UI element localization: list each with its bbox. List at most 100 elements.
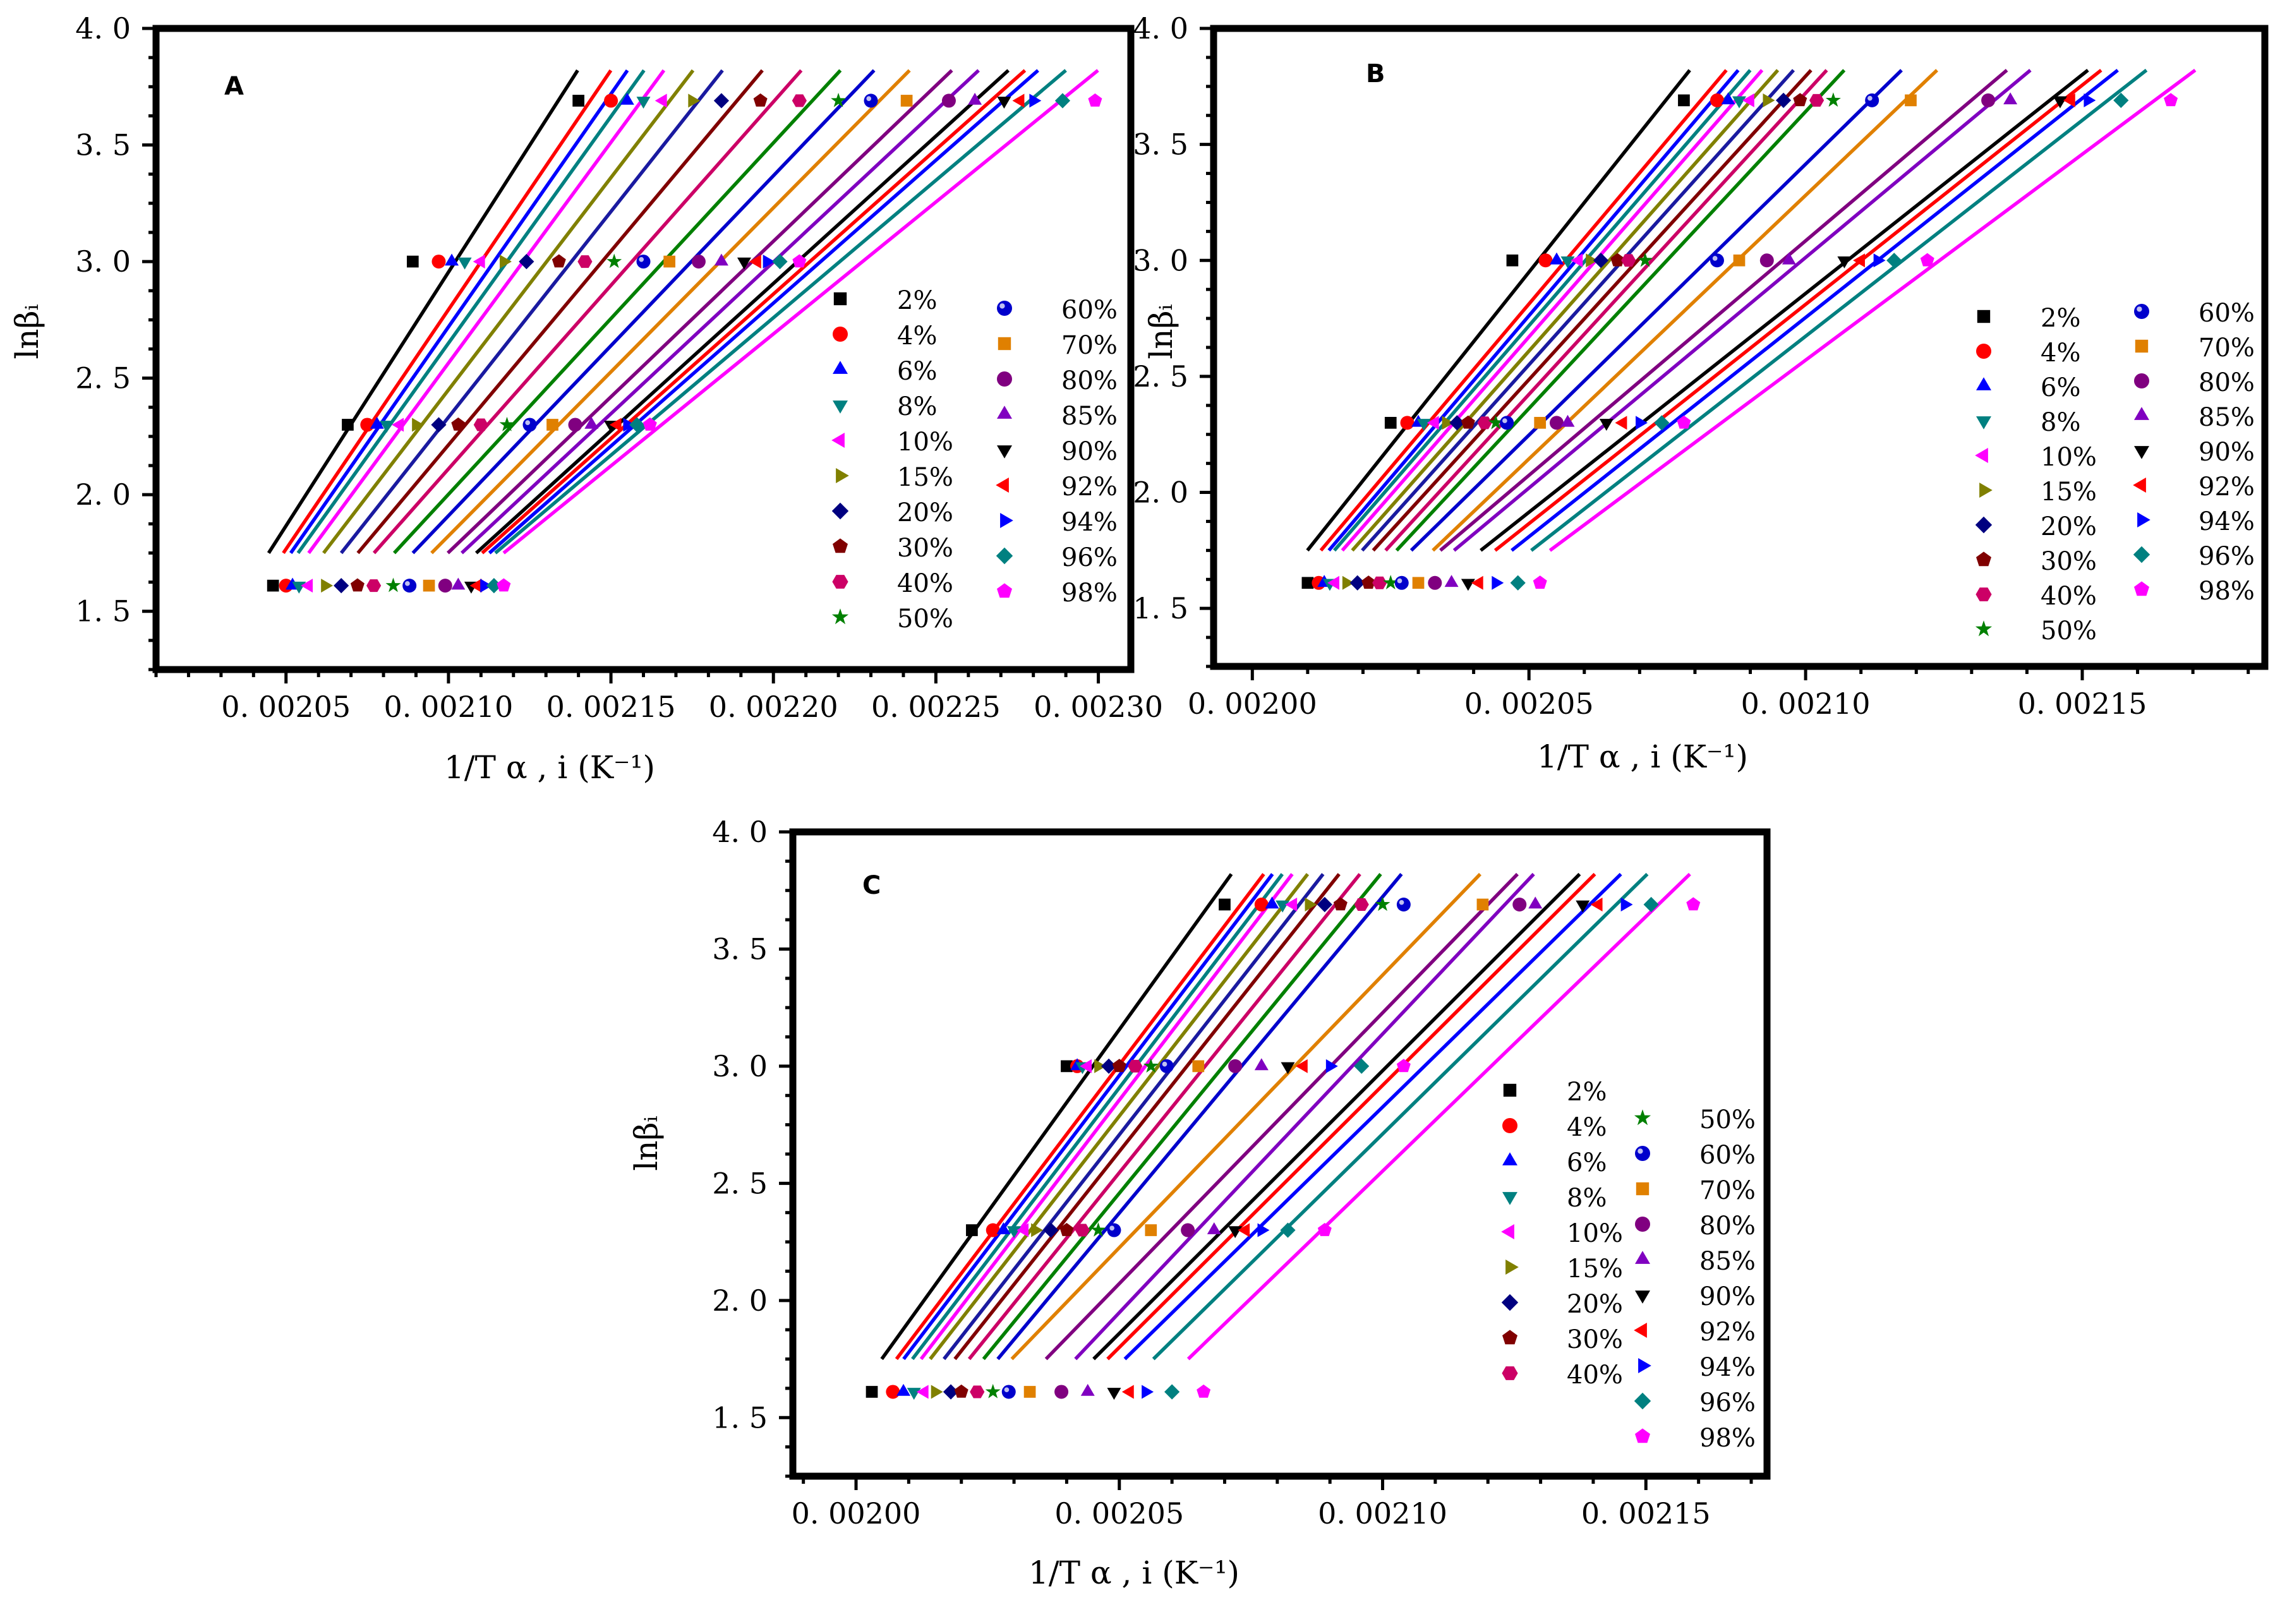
panel-c-point-4pct-3 [1254, 897, 1269, 911]
panel-b-xtick-label: 0. 00200 [1188, 687, 1317, 721]
panel-a-point-40pct-2 [577, 255, 593, 268]
panel-c-point-20pct-2 [1101, 1058, 1117, 1074]
panel-c-xtick-label: 0. 00210 [1318, 1496, 1447, 1531]
panel-a-legend-marker-4pct [833, 327, 848, 342]
panel-c-point-85pct-0 [1080, 1383, 1095, 1396]
panel-c-legend-marker-20pct [1501, 1294, 1519, 1311]
panel-c-legend-marker-90pct [1635, 1290, 1650, 1304]
panel-a-point-98pct-3 [1088, 93, 1102, 107]
panel-b-point-10pct-2 [1571, 253, 1583, 268]
panel-b-point-92pct-1 [1615, 416, 1627, 430]
panel-a-point-96pct-0 [486, 578, 502, 594]
panel-a-frame [152, 25, 1135, 673]
panel-b-legend-marker-40pct [1975, 587, 1992, 601]
panel-a-ytick-label: 1. 5 [75, 594, 131, 629]
panel-b-point-40pct-0 [1372, 576, 1387, 589]
panel-c-point-20pct-3 [1317, 896, 1332, 913]
panel-a-fit-line-30pct [356, 69, 764, 555]
panel-a-fit-line-4pct [282, 69, 613, 555]
panel-b-fit-line-40pct [1384, 69, 1828, 552]
panel-c-point-10pct-0 [916, 1385, 929, 1399]
panel-b-point-2pct-1 [1384, 417, 1397, 429]
panel-a-fit-line-92pct [481, 69, 1027, 555]
panel-c-point-30pct-0 [954, 1384, 968, 1398]
panel-b-point-2pct-2 [1506, 254, 1519, 267]
panel-a-legend-label: 50% [897, 604, 953, 634]
panel-a-legend-marker-92pct [996, 478, 1009, 493]
panel-a-legend-label: 6% [897, 357, 937, 386]
panel-b-point-30pct-0 [1361, 575, 1376, 589]
panel-c-point-90pct-2 [1281, 1062, 1295, 1074]
panel-b-point-92pct-3 [2063, 93, 2075, 107]
panel-c-point-10pct-1 [1016, 1223, 1029, 1237]
panel-b-point-15pct-1 [1442, 416, 1454, 430]
panel-a-legend-label: 15% [897, 463, 953, 492]
panel-a-point-40pct-1 [473, 418, 488, 431]
panel-a-fit-line-2pct [267, 69, 579, 554]
panel-c-legend-label: 92% [1699, 1318, 1756, 1347]
panel-a-legend-marker-10pct [831, 433, 845, 448]
panel-c-point-98pct-3 [1686, 897, 1701, 911]
panel-b-legend-label: 15% [2041, 478, 2097, 507]
panel-a-point-8pct-2 [457, 257, 472, 270]
panel-b-fit-line-4pct [1319, 69, 1728, 552]
panel-b-point-90pct-1 [1599, 419, 1613, 431]
panel-a-legend-label: 80% [1061, 366, 1118, 395]
panel-a-legend-marker-15pct [836, 468, 849, 483]
panel-a-legend-marker-96pct [996, 547, 1013, 565]
panel-c-point-96pct-1 [1280, 1222, 1296, 1238]
panel-c-point-20pct-1 [1043, 1222, 1059, 1238]
panel-a-ytick-label: 3. 0 [75, 244, 131, 279]
panel-c-point-96pct-3 [1643, 896, 1659, 913]
panel-a-legend-marker-30pct [833, 538, 848, 553]
panel-b-point-90pct-0 [1461, 579, 1475, 591]
panel-b-point-70pct-3 [1905, 94, 1917, 107]
panel-c-legend-label: 96% [1699, 1388, 1756, 1417]
panel-c-point-10pct-3 [1285, 897, 1298, 911]
panel-b-ytick-label: 3. 0 [1133, 243, 1188, 277]
panel-c-point-50pct-3 [1375, 896, 1390, 911]
panel-b-legend-label: 20% [2041, 512, 2097, 541]
panel-c-point-6pct-0 [896, 1383, 911, 1396]
panel-a-xtick-label: 0. 00220 [709, 690, 838, 724]
panel-b-point-96pct-1 [1654, 415, 1670, 431]
panel-a-legend-label: 98% [1061, 579, 1118, 608]
panel-c-point-15pct-2 [1094, 1059, 1107, 1073]
panel-c-legend-marker-10pct [1501, 1224, 1514, 1239]
panel-b-ytick-label: 2. 5 [1133, 359, 1188, 394]
panel-b-legend-label: 60% [2199, 299, 2255, 328]
panel-a-legend-label: 8% [897, 392, 937, 421]
panel-c-point-30pct-1 [1059, 1222, 1074, 1236]
panel-b-point-40pct-1 [1477, 416, 1492, 430]
panel-c-point-85pct-1 [1207, 1222, 1221, 1234]
panel-a-point-6pct-1 [370, 416, 384, 429]
panel-b-legend-marker-96pct [2133, 546, 2150, 563]
panel-b-point-70pct-1 [1534, 417, 1547, 429]
panel-a-legend-marker-8pct [833, 400, 848, 414]
panel-c-point-80pct-3 [1512, 897, 1527, 911]
panel-c-fit-line-30pct [953, 873, 1341, 1361]
panel-a-legend-marker-2pct [833, 292, 847, 306]
panel-b-fit-line-15pct [1351, 69, 1780, 552]
panel-b-point-98pct-3 [2164, 93, 2178, 107]
panel-a-xtick-label: 0. 00230 [1034, 690, 1163, 724]
panel-b-point-94pct-2 [1873, 253, 1886, 268]
panel-a-point-2pct-3 [572, 95, 584, 107]
panel-a-point-96pct-1 [629, 417, 645, 433]
panel-a-point-94pct-3 [1029, 93, 1042, 108]
panel-b-point-10pct-1 [1427, 416, 1439, 430]
panel-b-legend-marker-50pct [1975, 620, 1993, 637]
panel-b-legend-marker-20pct [1975, 516, 1993, 534]
panel-b-legend-label: 94% [2199, 507, 2255, 536]
panel-c-point-15pct-3 [1305, 897, 1317, 911]
panel-a-point-98pct-1 [642, 417, 657, 431]
panel-a-fit-line-60pct [411, 69, 876, 555]
panel-a-point-15pct-2 [500, 255, 512, 269]
panel-a-legend-marker-20pct [831, 502, 849, 520]
panel-a-point-98pct-2 [792, 254, 807, 268]
panel-b-ytick-label: 4. 0 [1133, 11, 1188, 45]
panel-b-legend-label: 8% [2041, 408, 2080, 437]
panel-b-point-4pct-3 [1710, 93, 1724, 107]
panel-a-legend-label: 96% [1061, 543, 1118, 572]
panel-a-label: A [224, 72, 244, 101]
